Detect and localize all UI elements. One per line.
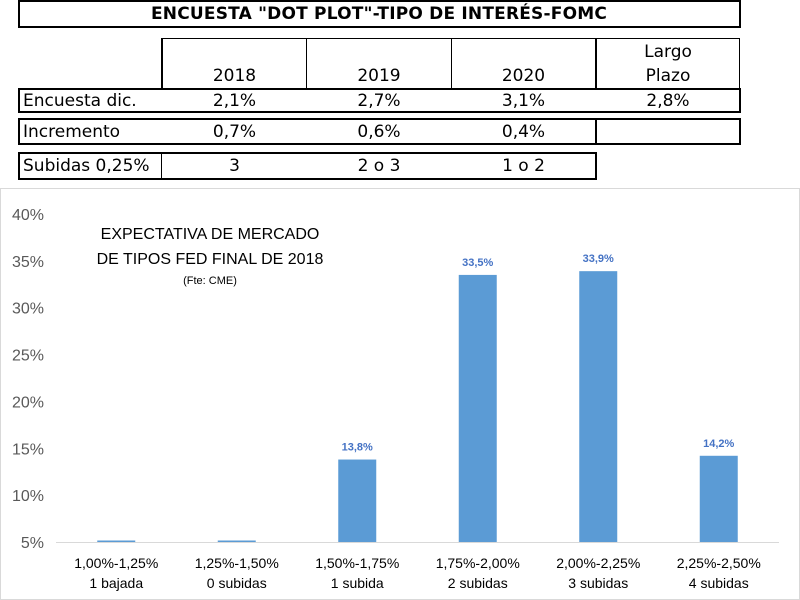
fed-expectations-chart: 5% 10% 15% 20% 25% 30% 35% 40% 1,00%-1,25% 1 baja… bbox=[0, 188, 800, 600]
bar-4 bbox=[458, 274, 497, 542]
y-tick-label: 20% bbox=[12, 394, 44, 411]
y-tick-label: 5% bbox=[21, 535, 44, 552]
x-tick-label-moves: 2 subidas bbox=[448, 575, 508, 591]
x-tick-label-moves: 1 subida bbox=[331, 575, 384, 591]
table-row3-bottom bbox=[18, 178, 597, 180]
y-tick-label: 25% bbox=[12, 348, 44, 365]
table-vline-col3-header bbox=[451, 38, 452, 88]
bar-5 bbox=[579, 271, 618, 542]
table-header-top-line bbox=[161, 38, 740, 39]
table-vline-col1-header bbox=[161, 38, 163, 88]
table-cell-subidas-2019: 2 o 3 bbox=[357, 156, 401, 176]
table-row2-top bbox=[18, 118, 741, 120]
table-cell-subidas-2018: 3 bbox=[229, 156, 240, 176]
table-row1-right bbox=[739, 88, 741, 113]
x-tick-label-range: 1,25%-1,50% bbox=[195, 555, 279, 571]
table-header-2019: 2019 bbox=[357, 66, 401, 86]
table-row3-right bbox=[595, 152, 597, 180]
x-tick-label-moves: 3 subidas bbox=[568, 575, 628, 591]
x-tick-label-moves: 4 subidas bbox=[689, 575, 749, 591]
table-cell-encuesta-2018: 2,1% bbox=[212, 90, 257, 111]
table-row2-bottom bbox=[18, 143, 741, 145]
table-title: ENCUESTA "DOT PLOT"-TIPO DE INTERÉS-FOMC bbox=[150, 3, 608, 24]
table-cell-incremento-2019: 0,6% bbox=[357, 121, 401, 142]
table-row3-top bbox=[18, 152, 597, 154]
y-tick-label: 10% bbox=[12, 488, 44, 505]
chart-canvas: 5% 10% 15% 20% 25% 30% 35% 40% 1,00%-1,25% 1 baja… bbox=[12, 207, 779, 591]
x-tick-label-range: 1,75%-2,00% bbox=[436, 555, 520, 571]
data-label: 14,2% bbox=[703, 438, 734, 450]
data-label: 13,8% bbox=[342, 442, 373, 454]
y-tick-label: 35% bbox=[12, 254, 44, 271]
table-header-plazo: Plazo bbox=[645, 66, 691, 86]
table-row-label-encuesta: Encuesta dic. bbox=[23, 90, 137, 111]
data-label: 33,9% bbox=[583, 253, 614, 265]
bar-2 bbox=[217, 540, 256, 542]
table-cell-incremento-largo bbox=[597, 120, 739, 143]
table-vline-col4-header bbox=[595, 38, 597, 88]
x-tick-label-range: 1,00%-1,25% bbox=[74, 555, 158, 571]
y-tick-label: 40% bbox=[12, 207, 44, 224]
table-row1-top bbox=[18, 88, 741, 90]
chart-title-line2: DE TIPOS FED FINAL DE 2018 bbox=[96, 251, 324, 268]
table-vline-col2-header bbox=[306, 38, 307, 88]
table-cell-encuesta-2019: 2,7% bbox=[357, 90, 401, 111]
table-row-label-incremento: Incremento bbox=[23, 121, 121, 142]
table-header-2018: 2018 bbox=[212, 66, 257, 86]
table-row1-bottom bbox=[18, 111, 741, 113]
table-cell-subidas-2020: 1 o 2 bbox=[502, 156, 545, 176]
table-row1-left bbox=[18, 88, 20, 113]
bar-1 bbox=[97, 540, 136, 542]
y-tick-label: 30% bbox=[12, 301, 44, 318]
table-row2-right bbox=[739, 118, 741, 145]
data-label: 33,5% bbox=[462, 257, 493, 269]
table-header-2020: 2020 bbox=[501, 66, 546, 86]
table-row3-divider bbox=[161, 152, 162, 180]
table-cell-encuesta-2020: 3,1% bbox=[501, 90, 546, 111]
table-row2-divider bbox=[595, 118, 597, 145]
table-row3-left bbox=[18, 152, 20, 180]
fomc-dot-plot-table: ENCUESTA "DOT PLOT"-TIPO DE INTERÉS-FOMC… bbox=[18, 0, 742, 182]
x-tick-label-range: 1,50%-1,75% bbox=[315, 555, 399, 571]
table-vline-col5-header bbox=[739, 38, 740, 88]
x-tick-label-moves: 0 subidas bbox=[207, 575, 267, 591]
table-row-label-subidas: Subidas 0,25% bbox=[23, 156, 150, 176]
x-tick-label-range: 2,25%-2,50% bbox=[677, 555, 761, 571]
table-cell-encuesta-largo: 2,8% bbox=[646, 90, 690, 111]
chart-source: (Fte: CME) bbox=[183, 275, 237, 287]
y-tick-label: 15% bbox=[12, 441, 44, 458]
bar-3 bbox=[338, 459, 377, 542]
table-row2-left bbox=[18, 118, 20, 145]
table-cell-incremento-2020: 0,4% bbox=[501, 121, 546, 142]
chart-title-line1: EXPECTATIVA DE MERCADO bbox=[100, 226, 320, 243]
table-border-left-title bbox=[18, 0, 20, 28]
x-tick-label-range: 2,00%-2,25% bbox=[556, 555, 640, 571]
table-border-right-title bbox=[739, 0, 741, 28]
x-tick-label-moves: 1 bajada bbox=[89, 575, 143, 591]
table-border-top bbox=[18, 0, 741, 2]
bar-6 bbox=[699, 455, 738, 542]
table-header-largo: Largo bbox=[644, 42, 692, 62]
table-cell-incremento-2018: 0,7% bbox=[212, 121, 257, 142]
table-border-title-bottom bbox=[18, 26, 741, 28]
